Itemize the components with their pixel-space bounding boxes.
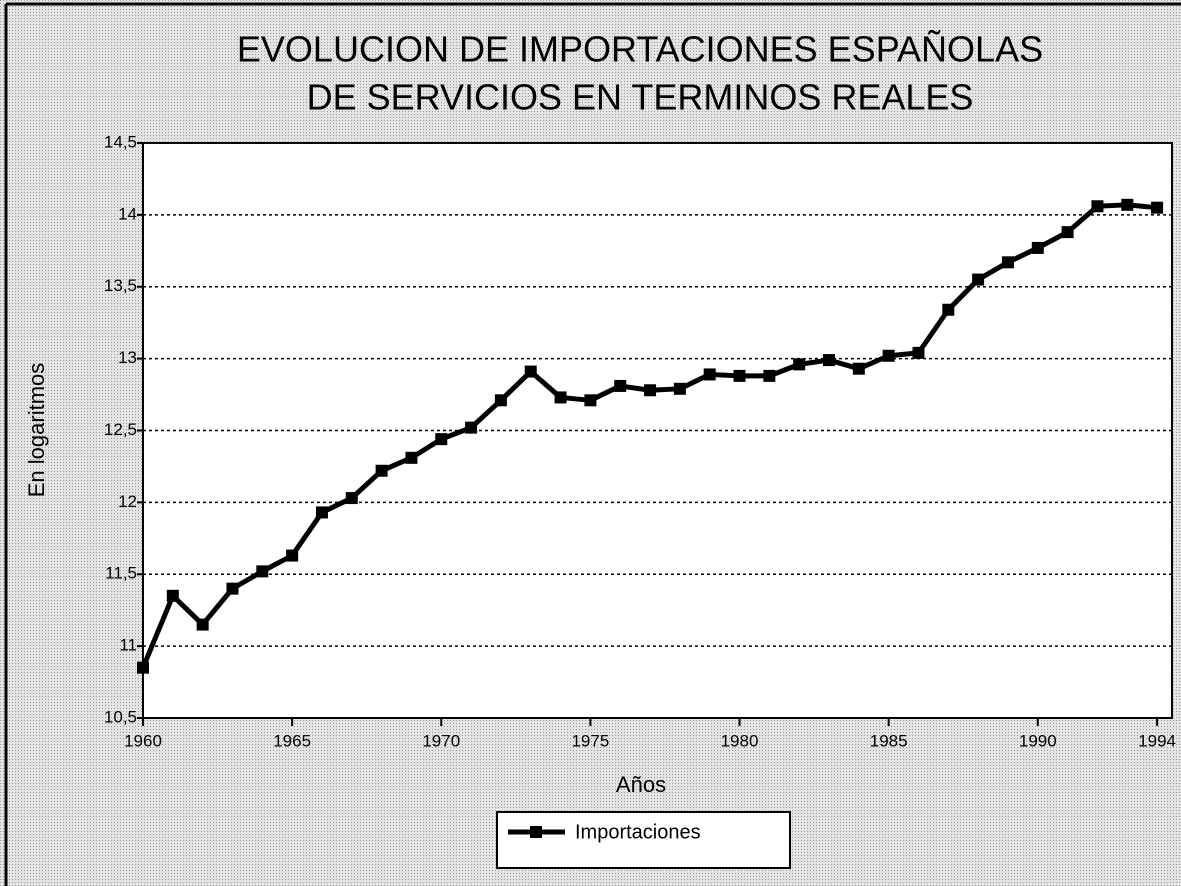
data-point xyxy=(1031,241,1044,254)
data-point xyxy=(1061,226,1074,239)
data-point xyxy=(256,565,269,578)
x-tick-label: 1975 xyxy=(571,731,609,750)
plot-area xyxy=(143,143,1172,718)
data-point xyxy=(375,464,388,477)
data-point xyxy=(673,382,686,395)
y-tick-label: 12,5 xyxy=(104,420,137,439)
data-point xyxy=(972,273,985,286)
data-point xyxy=(644,384,657,397)
x-tick-label: 1994 xyxy=(1138,731,1176,750)
data-point xyxy=(733,369,746,382)
y-tick-label: 13,5 xyxy=(104,276,137,295)
data-point xyxy=(435,433,448,446)
data-point xyxy=(823,354,835,367)
y-tick-label: 13 xyxy=(118,348,137,367)
x-tick-label: 1990 xyxy=(1019,731,1057,750)
data-point xyxy=(286,549,299,562)
data-point xyxy=(763,369,776,382)
chart-title: DE SERVICIOS EN TERMINOS REALES xyxy=(307,77,974,118)
y-tick-label: 12 xyxy=(118,492,137,511)
legend-marker xyxy=(530,826,542,838)
data-point xyxy=(912,346,925,359)
x-tick-label: 1965 xyxy=(273,731,311,750)
data-point xyxy=(614,379,627,392)
data-point xyxy=(166,589,179,602)
data-point xyxy=(315,506,328,519)
x-axis-label: Años xyxy=(616,772,666,797)
data-point xyxy=(554,391,567,404)
data-point xyxy=(1091,200,1104,213)
data-point xyxy=(584,394,597,407)
data-point xyxy=(1001,256,1014,269)
y-tick-label: 11,5 xyxy=(105,564,137,583)
x-tick-label: 1980 xyxy=(721,731,759,750)
data-point xyxy=(1151,201,1164,214)
y-axis-label: En logaritmos xyxy=(24,363,49,498)
y-tick-label: 14 xyxy=(118,204,137,223)
data-point xyxy=(465,421,478,434)
legend xyxy=(496,811,791,869)
data-point xyxy=(852,362,865,375)
y-tick-label: 11 xyxy=(119,636,137,655)
legend-label: Importaciones xyxy=(575,821,701,843)
data-point xyxy=(405,451,418,464)
x-tick-label: 1970 xyxy=(422,731,460,750)
x-tick-label: 1985 xyxy=(870,731,908,750)
data-point xyxy=(494,394,507,407)
data-point xyxy=(703,368,716,381)
plot-border xyxy=(142,142,1173,719)
y-tick-label: 10,5 xyxy=(104,707,137,726)
data-point xyxy=(137,661,149,674)
chart-title: EVOLUCION DE IMPORTACIONES ESPAÑOLAS xyxy=(237,29,1043,70)
data-point xyxy=(524,365,537,378)
data-point xyxy=(942,303,955,316)
data-point xyxy=(196,618,209,631)
data-point xyxy=(1121,198,1134,211)
data-point xyxy=(793,358,806,371)
data-point xyxy=(882,349,895,362)
data-point xyxy=(345,492,358,505)
data-point xyxy=(226,582,239,595)
x-tick-label: 1960 xyxy=(124,731,162,750)
y-tick-label: 14,5 xyxy=(104,132,137,151)
